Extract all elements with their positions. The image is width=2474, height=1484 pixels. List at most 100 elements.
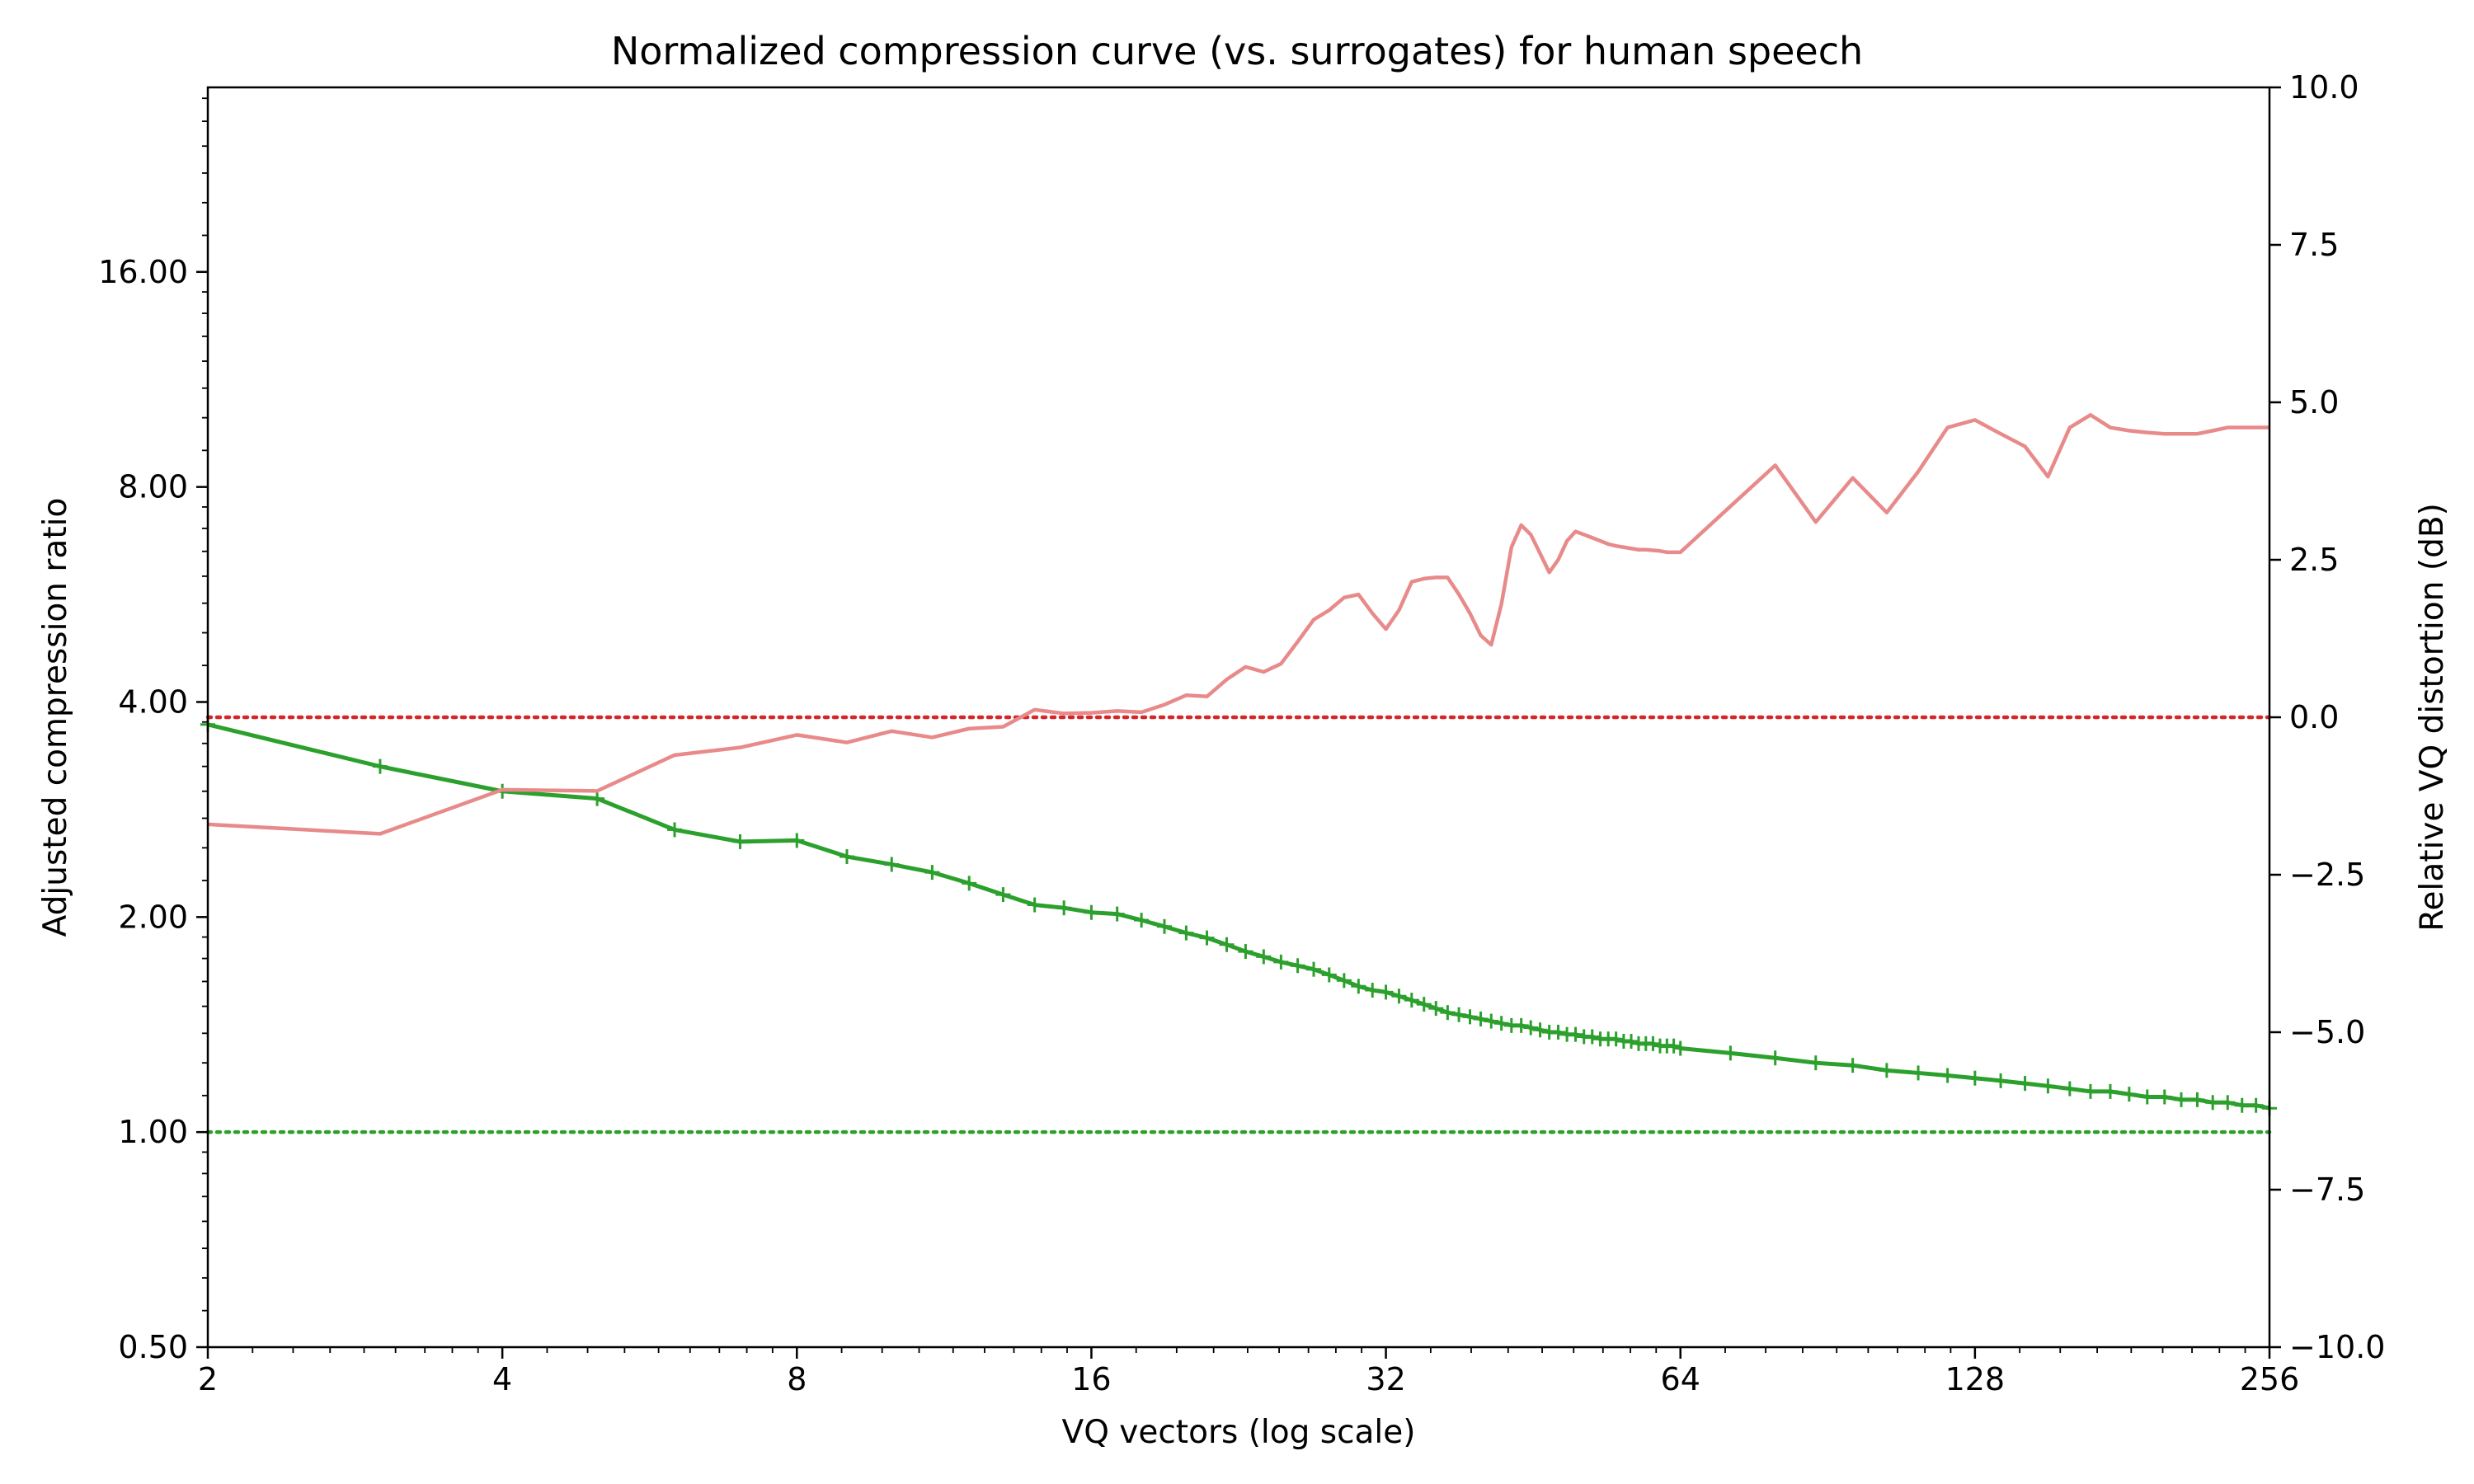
series-point [1336,973,1352,989]
series-point [2205,1095,2221,1111]
y-tick-label: 4.00 [118,683,188,720]
series-point [1365,983,1380,998]
series-point [2248,1097,2264,1113]
series-point [2220,1095,2236,1111]
series-point [2121,1087,2137,1102]
y2-tick-label: −5.0 [2289,1014,2365,1050]
series-point [789,833,805,848]
series-point [2040,1078,2056,1094]
series-point [1879,1063,1894,1078]
series-point [2017,1076,2033,1092]
series-point [1568,1026,1583,1042]
series-point [1672,1040,1688,1056]
series-point [1156,918,1172,934]
series-point [1911,1065,1926,1081]
y2-tick-label: −10.0 [2289,1329,2385,1365]
series-point [1451,1007,1467,1022]
x-tick-label: 32 [1366,1361,1405,1397]
series-point [1273,954,1289,970]
series-point [667,822,683,838]
series-point [2062,1081,2077,1097]
series-point [884,857,900,872]
series-point [1134,913,1150,928]
axis-ticks: 2 4 8 16 32 64 128 256 0.50 1.00 2.00 4.00 8.00 16.00… [98,69,2385,1397]
series-point [1404,993,1419,1008]
series-point [995,887,1011,903]
series-point [2234,1097,2250,1113]
series-point [1462,1009,1478,1025]
series-point [1416,997,1432,1012]
series-point [1256,949,1272,965]
series-point [1723,1045,1738,1061]
y2-tick-label: −7.5 [2289,1172,2365,1208]
series-point [1940,1068,1955,1083]
series-point [1238,944,1253,960]
x-tick-label: 64 [1661,1361,1700,1397]
series-point [1808,1055,1823,1071]
series-point [1993,1073,2009,1088]
y2-axis-title: Relative VQ distortion (dB) [2414,503,2451,932]
plot-area [200,413,2277,1134]
series-point [1845,1058,1860,1073]
series-point [1513,1017,1529,1033]
y2-tick-label: 2.5 [2289,542,2339,578]
series-point [1473,1011,1489,1026]
series-point [1306,961,1322,977]
y2-tick-label: 7.5 [2289,227,2339,263]
series-point [590,791,605,806]
y-tick-label: 16.00 [98,254,188,290]
series-point [1550,1024,1566,1040]
y-tick-label: 1.00 [118,1114,188,1150]
series-point [1523,1020,1539,1036]
series-point [1391,989,1407,1004]
series-point [2157,1089,2172,1105]
y-tick-label: 8.00 [118,469,188,505]
series-point [372,758,388,774]
series-point [839,849,854,865]
series-point [1767,1050,1783,1066]
series-point [1351,979,1366,994]
x-tick-label: 256 [2240,1361,2300,1397]
series-point [1027,897,1042,913]
series-point [1428,1001,1444,1017]
series-point [1199,930,1215,946]
series-point [1084,904,1099,920]
y-tick-label: 0.50 [118,1329,188,1365]
series-point [1109,906,1125,922]
series-point [1624,1034,1639,1050]
series-point [2189,1092,2205,1107]
series-point [1484,1013,1499,1029]
x-tick-label: 16 [1071,1361,1111,1397]
series-point [2139,1089,2155,1105]
series-point [1321,967,1337,983]
x-tick-label: 2 [198,1361,218,1397]
series-point [1219,937,1235,952]
series-point [962,876,977,891]
series-line-0 [207,722,2270,1111]
series-point [1378,984,1394,1000]
y-axis-title: Adjusted compression ratio [37,498,74,937]
series-point [1178,925,1194,941]
x-tick-label: 128 [1945,1361,2006,1397]
series-point [1666,1038,1681,1054]
y2-tick-label: 5.0 [2289,384,2339,420]
series-point [1584,1029,1600,1045]
series-point [2102,1083,2118,1099]
x-tick-label: 8 [787,1361,807,1397]
y2-tick-label: 10.0 [2289,69,2359,106]
y2-tick-label: 0.0 [2289,699,2339,735]
x-tick-label: 4 [492,1361,512,1397]
y2-tick-label: −2.5 [2289,857,2365,893]
series-point [1532,1022,1548,1038]
series-point [1290,958,1305,974]
series-point [1493,1016,1509,1031]
series-line-1 [207,413,2269,836]
series-point [1440,1005,1456,1021]
series-point [2082,1083,2098,1099]
series-point [924,865,940,881]
series-point [1608,1031,1624,1047]
x-axis-title: VQ vectors (log scale) [1062,1414,1416,1451]
y-tick-label: 2.00 [118,899,188,935]
series-point [732,834,748,849]
